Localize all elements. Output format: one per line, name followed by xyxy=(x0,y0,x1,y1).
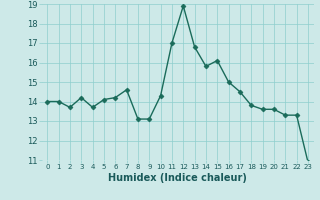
X-axis label: Humidex (Indice chaleur): Humidex (Indice chaleur) xyxy=(108,173,247,183)
